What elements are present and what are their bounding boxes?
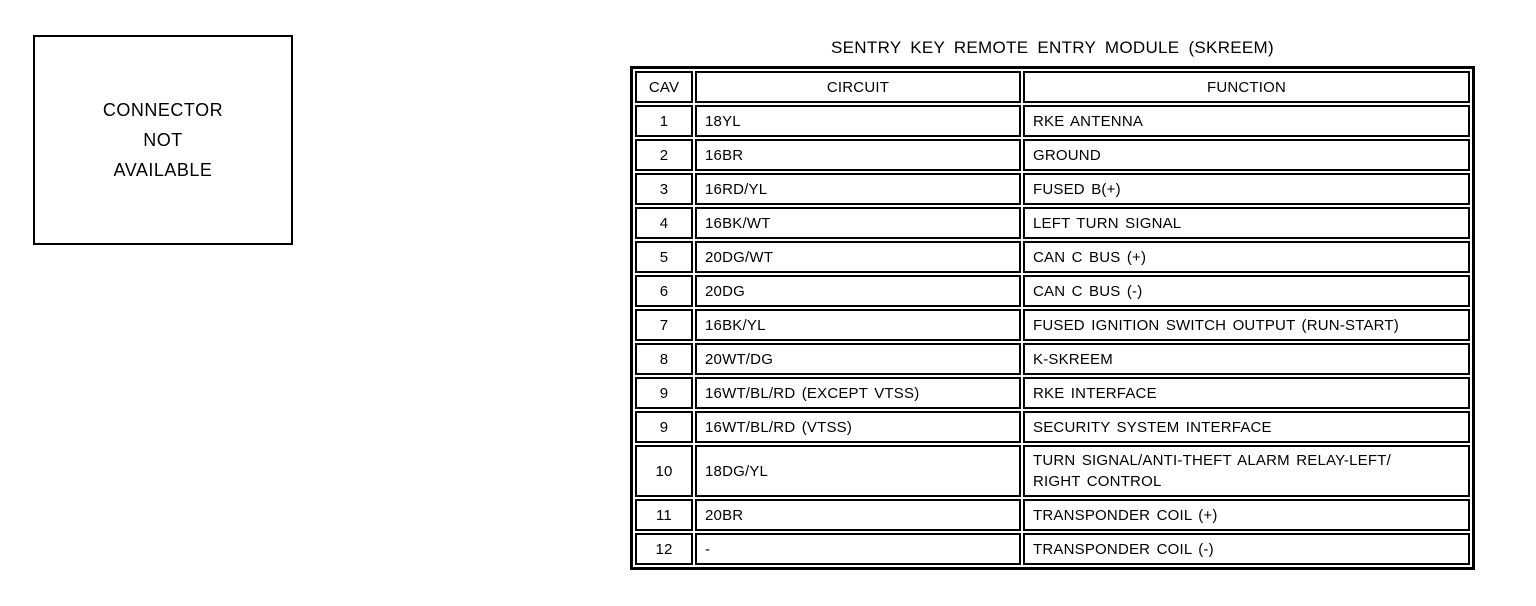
connector-not-available-box: CONNECTOR NOT AVAILABLE — [33, 35, 293, 245]
function-cell: RKE ANTENNA — [1023, 105, 1470, 137]
cav-cell: 12 — [635, 533, 693, 565]
cav-cell: 9 — [635, 377, 693, 409]
header-function: FUNCTION — [1023, 71, 1470, 103]
pinout-table: CAV CIRCUIT FUNCTION 1 18YL RKE ANTENNA 2 16… — [630, 66, 1475, 570]
function-cell: K-SKREEM — [1023, 343, 1470, 375]
table-row: 9 16WT/BL/RD (EXCEPT VTSS) RKE INTERFACE — [635, 377, 1470, 409]
circuit-cell: 16BR — [695, 139, 1021, 171]
cav-cell: 3 — [635, 173, 693, 205]
table-row: 4 16BK/WT LEFT TURN SIGNAL — [635, 207, 1470, 239]
table-row: 3 16RD/YL FUSED B(+) — [635, 173, 1470, 205]
table-title: SENTRY KEY REMOTE ENTRY MODULE (SKREEM) — [831, 38, 1274, 57]
function-cell: LEFT TURN SIGNAL — [1023, 207, 1470, 239]
circuit-cell: 20BR — [695, 499, 1021, 531]
function-cell: FUSED IGNITION SWITCH OUTPUT (RUN-START) — [1023, 309, 1470, 341]
function-cell: FUSED B(+) — [1023, 173, 1470, 205]
circuit-cell: 16WT/BL/RD (VTSS) — [695, 411, 1021, 443]
cav-cell: 1 — [635, 105, 693, 137]
table-header-row: CAV CIRCUIT FUNCTION — [635, 71, 1470, 103]
cav-cell: 11 — [635, 499, 693, 531]
circuit-cell: 18YL — [695, 105, 1021, 137]
cav-cell: 2 — [635, 139, 693, 171]
table-row: 11 20BR TRANSPONDER COIL (+) — [635, 499, 1470, 531]
cav-cell: 6 — [635, 275, 693, 307]
table-row: 10 18DG/YL TURN SIGNAL/ANTI-THEFT ALARM RE… — [635, 445, 1470, 497]
circuit-cell: 18DG/YL — [695, 445, 1021, 497]
circuit-cell: 20DG — [695, 275, 1021, 307]
table-row: 12- TRANSPONDER COIL (-) — [635, 533, 1470, 565]
connector-box-line: CONNECTOR — [102, 100, 224, 120]
circuit-cell: 20WT/DG — [695, 343, 1021, 375]
cav-cell: 10 — [635, 445, 693, 497]
cav-cell: 9 — [635, 411, 693, 443]
circuit-cell: 20DG/WT — [695, 241, 1021, 273]
circuit-cell: - — [695, 533, 1021, 565]
connector-box-line: AVAILABLE — [113, 160, 213, 180]
circuit-cell: 16BK/YL — [695, 309, 1021, 341]
function-cell: RKE INTERFACE — [1023, 377, 1470, 409]
connector-box-line: NOT — [143, 130, 183, 150]
function-cell: CAN C BUS (+) — [1023, 241, 1470, 273]
circuit-cell: 16RD/YL — [695, 173, 1021, 205]
table-row: 9 16WT/BL/RD (VTSS) SECURITY SYSTEM INTERF… — [635, 411, 1470, 443]
circuit-cell: 16BK/WT — [695, 207, 1021, 239]
cav-cell: 8 — [635, 343, 693, 375]
cav-cell: 5 — [635, 241, 693, 273]
function-cell: TURN SIGNAL/ANTI-THEFT ALARM RELAY-LEFT/… — [1023, 445, 1470, 497]
table-row: 7 16BK/YL FUSED IGNITION SWITCH OUTPUT (RU… — [635, 309, 1470, 341]
pinout-table-section: SENTRY KEY REMOTE ENTRY MODULE (SKREEM) … — [630, 38, 1475, 570]
circuit-cell: 16WT/BL/RD (EXCEPT VTSS) — [695, 377, 1021, 409]
function-cell: TRANSPONDER COIL (-) — [1023, 533, 1470, 565]
table-row: 2 16BR GROUND — [635, 139, 1470, 171]
cav-cell: 7 — [635, 309, 693, 341]
header-cav: CAV — [635, 71, 693, 103]
function-cell: SECURITY SYSTEM INTERFACE — [1023, 411, 1470, 443]
table-row: 1 18YL RKE ANTENNA — [635, 105, 1470, 137]
header-circuit: CIRCUIT — [695, 71, 1021, 103]
table-row: 5 20DG/WT CAN C BUS (+) — [635, 241, 1470, 273]
table-row: 6 20DG CAN C BUS (-) — [635, 275, 1470, 307]
table-row: 8 20WT/DG K-SKREEM — [635, 343, 1470, 375]
function-cell: CAN C BUS (-) — [1023, 275, 1470, 307]
function-cell: TRANSPONDER COIL (+) — [1023, 499, 1470, 531]
cav-cell: 4 — [635, 207, 693, 239]
function-cell: GROUND — [1023, 139, 1470, 171]
